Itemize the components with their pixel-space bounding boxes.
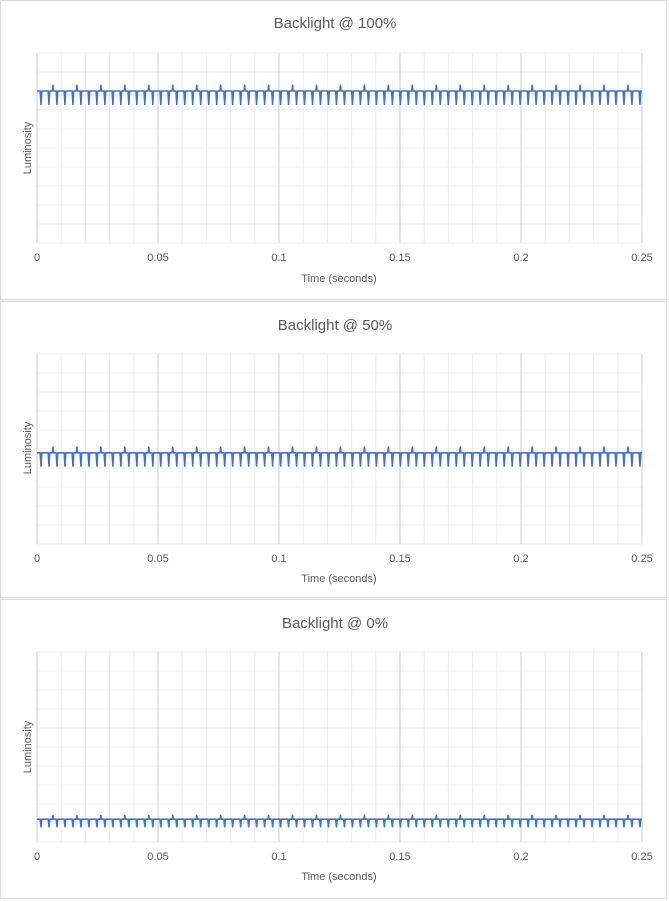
x-tick-label: 0.25 xyxy=(631,252,652,264)
x-tick-label: 0.15 xyxy=(389,553,410,565)
x-tick-label: 0.05 xyxy=(147,252,168,264)
chart-title: Backlight @ 0% xyxy=(282,615,388,632)
x-tick-label: 0.1 xyxy=(271,553,286,565)
x-tick-label: 0.2 xyxy=(513,252,528,264)
x-tick-label: 0.1 xyxy=(271,252,286,264)
x-tick-label: 0.25 xyxy=(631,553,652,565)
chart-title: Backlight @ 100% xyxy=(274,15,397,32)
y-axis-label: Luminosity xyxy=(22,421,34,474)
chart-0: Backlight @ 0% 0 0.05 0.1 0.15 0.2 0.25 Time (s… xyxy=(22,615,653,883)
x-tick-label: 0.15 xyxy=(389,252,410,264)
x-tick-label: 0 xyxy=(34,851,40,863)
chart-title: Backlight @ 50% xyxy=(278,317,392,334)
x-tick-label: 0.25 xyxy=(631,851,652,863)
chart-panel-100: Backlight @ 100% 0 0.05 0.1 0.15 0.2 0.25 Time … xyxy=(0,0,667,300)
x-tick-label: 0.2 xyxy=(513,851,528,863)
x-tick-label: 0.2 xyxy=(513,553,528,565)
x-tick-label: 0 xyxy=(34,553,40,565)
series-line xyxy=(37,84,642,106)
gridlines xyxy=(36,651,643,843)
chart-panel-0: Backlight @ 0% 0 0.05 0.1 0.15 0.2 0.25 Time (s… xyxy=(0,599,667,899)
chart-50: Backlight @ 50% 0 0.05 0.1 0.15 0.2 0.25 Time (… xyxy=(22,317,653,585)
gridlines xyxy=(36,52,643,244)
x-axis-label: Time (seconds) xyxy=(301,273,376,285)
x-tick-label: 0.05 xyxy=(147,553,168,565)
x-axis-label: Time (seconds) xyxy=(301,871,376,883)
chart-100: Backlight @ 100% 0 0.05 0.1 0.15 0.2 0.25 Time … xyxy=(22,15,653,285)
x-tick-label: 0.05 xyxy=(147,851,168,863)
gridlines xyxy=(36,353,643,545)
y-axis-label: Luminosity xyxy=(22,720,34,773)
x-tick-label: 0.1 xyxy=(271,851,286,863)
series-line xyxy=(37,446,642,467)
chart-panel-50: Backlight @ 50% 0 0.05 0.1 0.15 0.2 0.25 Time (… xyxy=(0,301,667,598)
series-line xyxy=(37,814,642,828)
x-tick-label: 0.15 xyxy=(389,851,410,863)
x-axis-label: Time (seconds) xyxy=(301,573,376,585)
x-tick-label: 0 xyxy=(34,252,40,264)
y-axis-label: Luminosity xyxy=(22,121,34,174)
